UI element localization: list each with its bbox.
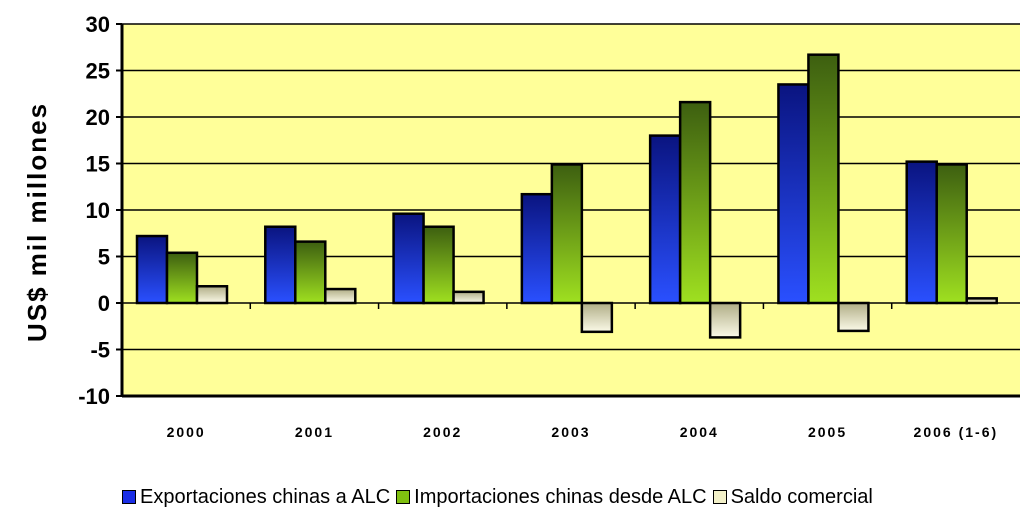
bar-1-2003 <box>520 192 554 305</box>
x-tick-label: 2000 <box>167 424 206 440</box>
bar-2-2001 <box>294 240 327 305</box>
bar-3-2000 <box>195 285 229 305</box>
bar-1-2000 <box>135 234 169 305</box>
bars <box>135 53 998 339</box>
y-axis-label: US$ mil millones <box>22 102 52 342</box>
y-tick-labels: -10 -5 0 5 10 15 20 25 30 <box>78 12 110 409</box>
bar-2-2002 <box>422 225 455 305</box>
legend-item: Exportaciones chinas a ALC <box>122 486 390 509</box>
legend-label: Exportaciones chinas a ALC <box>140 486 391 508</box>
legend-item: Importaciones chinas desde ALC <box>396 486 707 509</box>
x-tick-label: 2002 <box>423 424 462 440</box>
legend-swatch <box>122 490 136 504</box>
bar-3-2004 <box>708 301 742 339</box>
legend-label: Saldo comercial <box>730 486 873 508</box>
legend-item: Saldo comercial <box>712 486 873 509</box>
x-tick-label: 2003 <box>551 424 590 440</box>
x-tick-label: 2005 <box>808 424 847 440</box>
bar-3-2001 <box>324 287 357 305</box>
x-tick-labels: 2000 2001 2002 2003 2004 2005 2006 (1-6) <box>167 424 999 440</box>
x-tick-label: 2004 <box>680 424 719 440</box>
bar-1-2005 <box>777 83 810 305</box>
y-tick-label: 0 <box>98 291 110 316</box>
legend-swatch <box>396 490 411 504</box>
y-tick-label: 10 <box>86 198 110 223</box>
y-tick-label: 5 <box>98 245 110 270</box>
bar-2-2000 <box>165 251 199 305</box>
legend: Exportaciones chinas a ALC Importaciones … <box>122 486 879 509</box>
x-tick-label: 2006 (1-6) <box>914 424 999 440</box>
bar-3-2006-1-6- <box>965 297 998 305</box>
bar-1-2006-1-6- <box>905 160 938 305</box>
axes <box>116 23 1020 398</box>
x-tick-label: 2001 <box>295 424 334 440</box>
bar-1-2004 <box>648 134 682 305</box>
y-tick-label: 15 <box>86 152 110 177</box>
bar-3-2005 <box>837 301 870 333</box>
y-tick-label: 25 <box>86 59 110 84</box>
bar-2-2005 <box>807 53 840 305</box>
bar-2-2006-1-6- <box>935 163 968 305</box>
bar-3-2002 <box>452 290 485 305</box>
y-tick-label: 30 <box>86 12 110 37</box>
bar-1-2002 <box>392 212 425 305</box>
legend-swatch <box>712 490 727 504</box>
y-tick-label: -5 <box>90 338 110 363</box>
bar-2-2004 <box>678 100 712 305</box>
bar-3-2003 <box>580 301 614 334</box>
y-tick-label: -10 <box>78 384 110 409</box>
y-tick-label: 20 <box>86 105 110 130</box>
bar-1-2001 <box>264 225 297 305</box>
legend-label: Importaciones chinas desde ALC <box>414 486 707 508</box>
bar-2-2003 <box>550 163 584 305</box>
